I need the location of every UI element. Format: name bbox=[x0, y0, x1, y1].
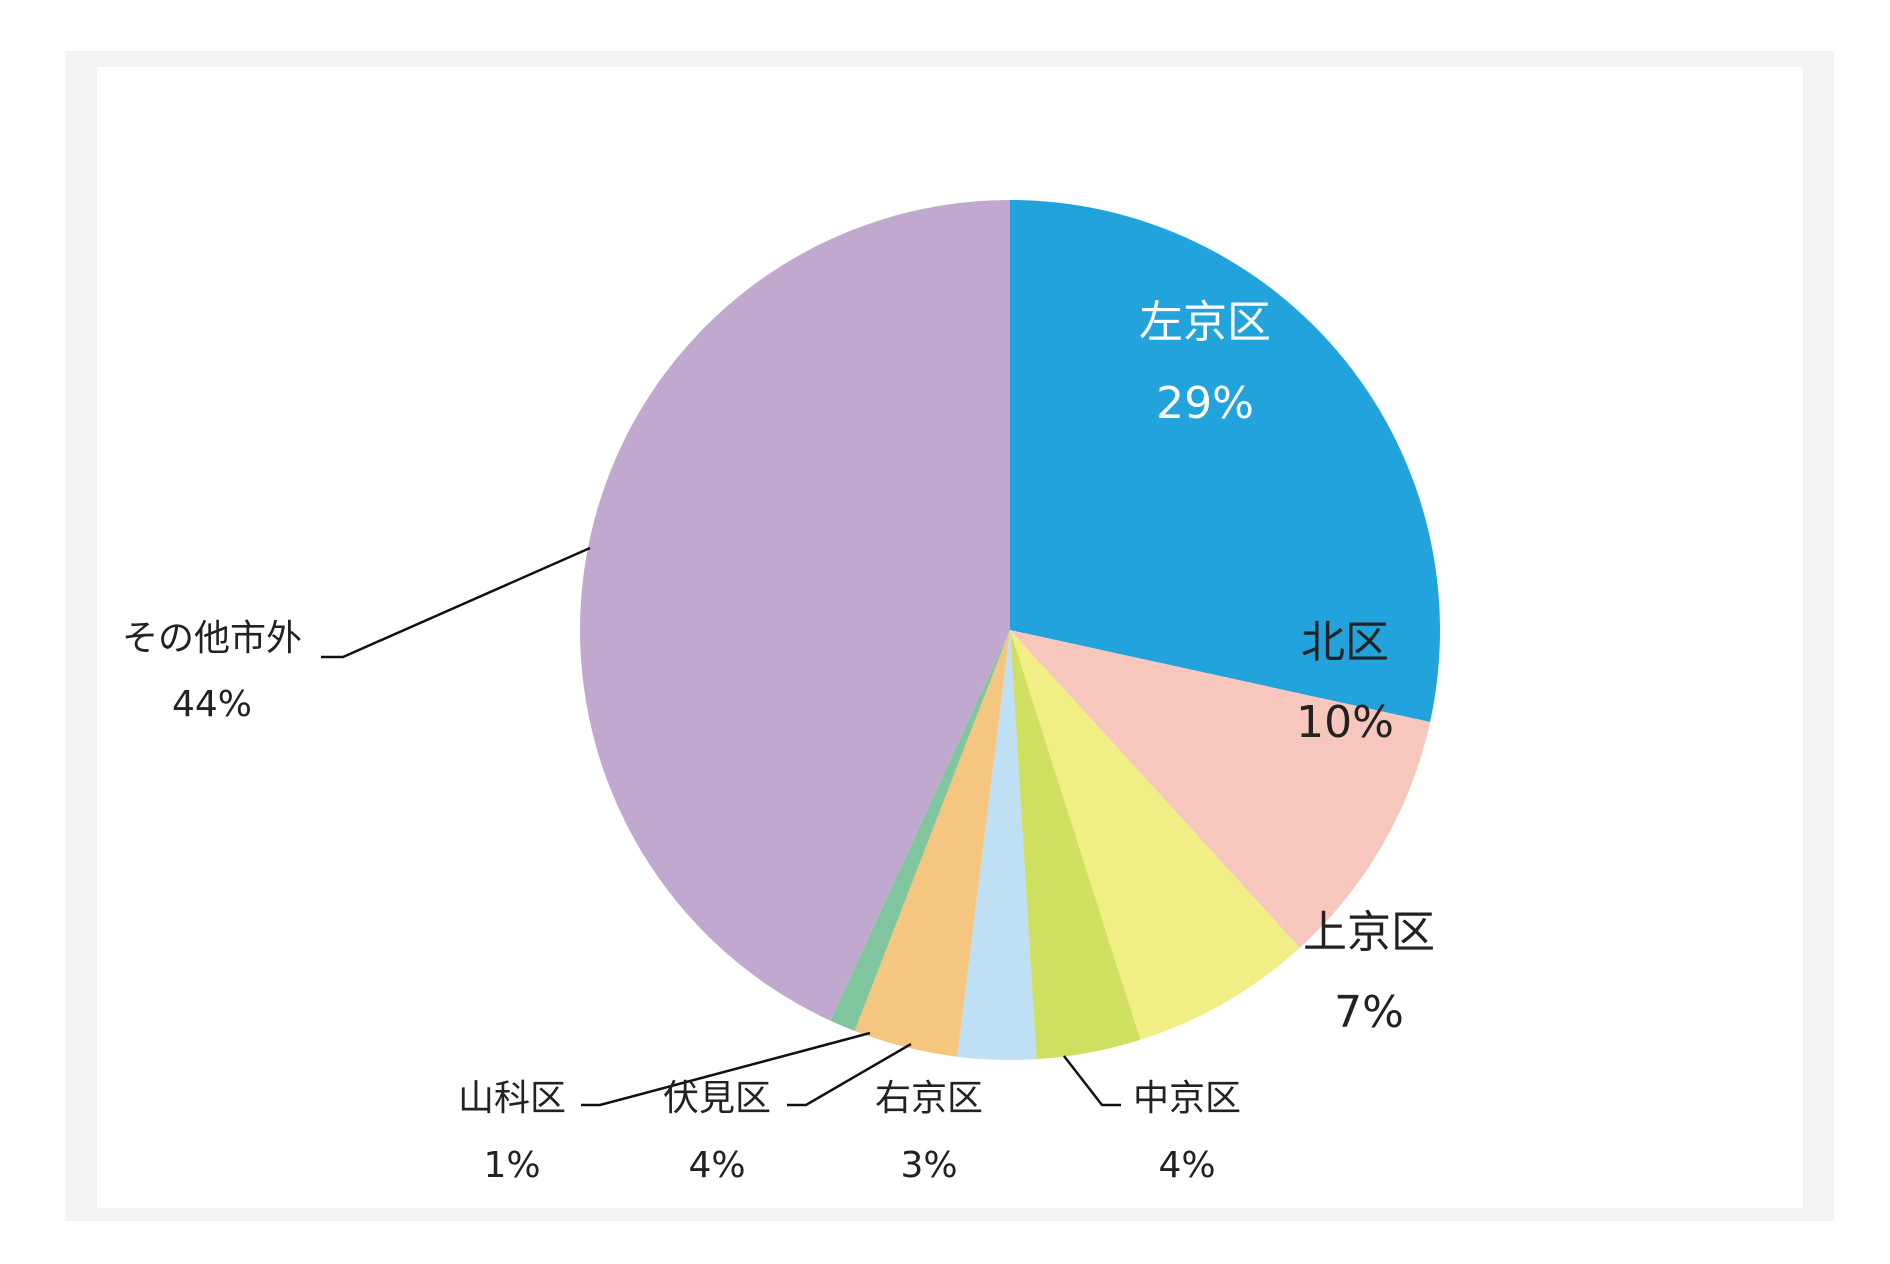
value-label: 7% bbox=[1334, 987, 1404, 1038]
leader-line bbox=[321, 546, 591, 659]
category-label: 中京区 bbox=[1133, 1078, 1241, 1119]
category-label: 上京区 bbox=[1303, 907, 1435, 958]
leader-line bbox=[581, 1031, 871, 1107]
leader-line bbox=[1063, 1055, 1121, 1107]
category-label: 山科区 bbox=[458, 1078, 566, 1119]
category-label: その他市外 bbox=[122, 618, 302, 659]
slice bbox=[1010, 200, 1440, 722]
value-label: 3% bbox=[900, 1145, 957, 1186]
slice bbox=[1010, 630, 1431, 948]
pie bbox=[579, 200, 1440, 1060]
category-label: 右京区 bbox=[875, 1078, 983, 1119]
value-label: 1% bbox=[483, 1145, 540, 1186]
value-label: 10% bbox=[1296, 697, 1394, 748]
value-label: 29% bbox=[1156, 378, 1254, 429]
labels: 左京区 29% 北区 10% 上京区 7% 中京区 4% 右京区 3% 伏見区 4% 山科区 1% その他市… bbox=[122, 297, 1435, 1186]
category-label: 左京区 bbox=[1139, 297, 1271, 348]
slice bbox=[579, 200, 1010, 1021]
slice bbox=[1010, 630, 1141, 1060]
slice bbox=[1010, 630, 1300, 1040]
value-label: 4% bbox=[688, 1145, 745, 1186]
slice bbox=[854, 630, 1010, 1057]
slice bbox=[830, 630, 1010, 1031]
slice bbox=[957, 630, 1037, 1060]
leader-line bbox=[787, 1042, 912, 1107]
category-label: 北区 bbox=[1301, 617, 1389, 668]
category-label: 伏見区 bbox=[663, 1078, 771, 1119]
value-label: 4% bbox=[1158, 1145, 1215, 1186]
value-label: 44% bbox=[172, 684, 252, 725]
